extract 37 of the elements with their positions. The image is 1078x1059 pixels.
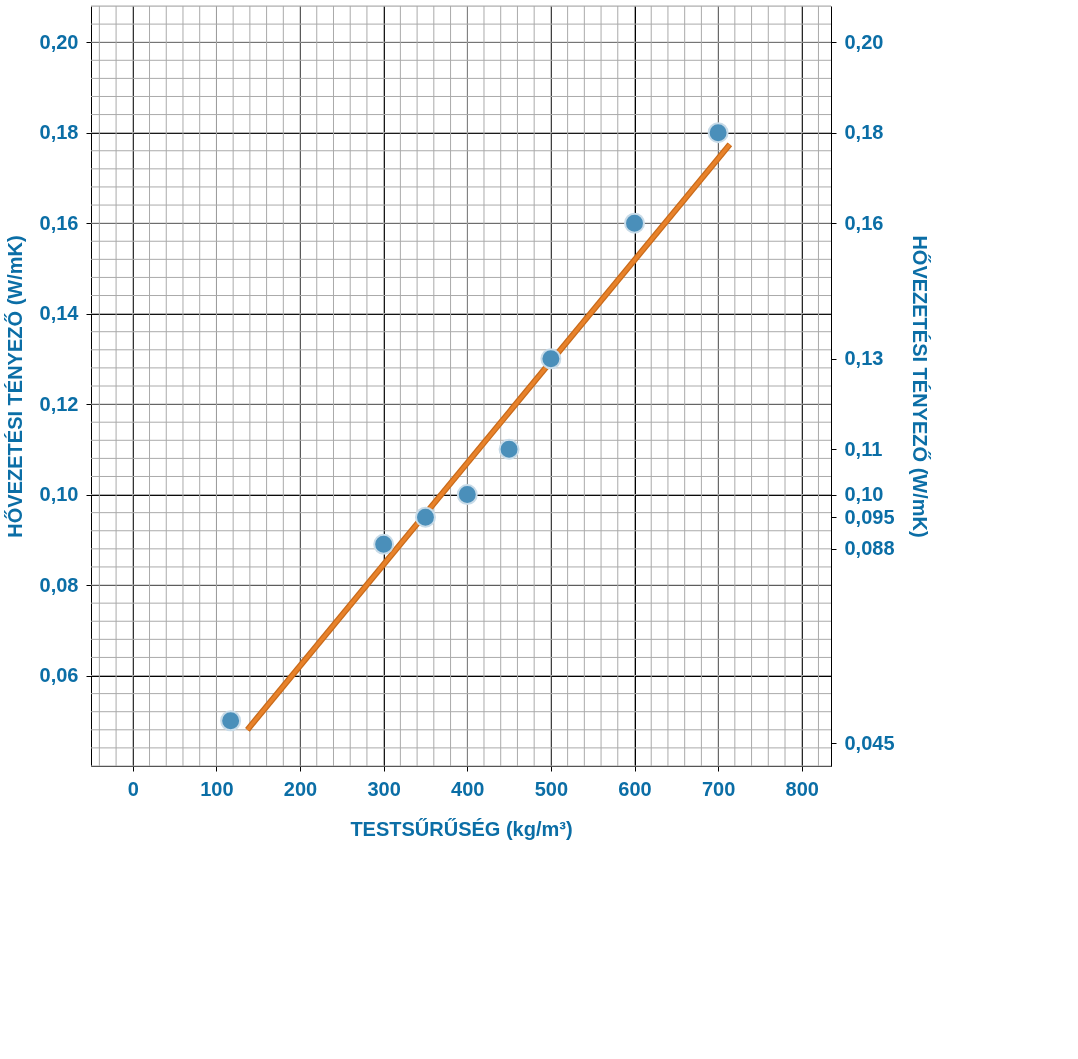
x-tick-label: 500 [534, 777, 569, 800]
x-tick-label: 100 [200, 777, 234, 800]
y2-tick-label: 0,10 [844, 483, 884, 506]
y-axis-title: HŐVEZETÉSI TÉNYEZŐ (W/mK) [3, 235, 26, 538]
y2-tick-label: 0,095 [844, 505, 895, 528]
y2-tick-label: 0,16 [844, 211, 884, 234]
y-tick-label: 0,18 [39, 121, 79, 144]
x-tick-label: 200 [283, 777, 318, 800]
y-tick-label: 0,10 [39, 483, 79, 506]
point [414, 506, 436, 528]
y2-tick-label: 0,20 [844, 30, 884, 53]
y-tick-label: 0,16 [39, 211, 79, 234]
x-tick-label: 800 [785, 777, 819, 800]
x-tick-label: 600 [618, 777, 652, 800]
y2-tick-label: 0,18 [844, 121, 884, 144]
x-axis-title: TESTSŰRŰSÉG (kg/m³) [350, 817, 573, 840]
point [540, 348, 562, 370]
x-tick-label: 700 [701, 777, 736, 800]
y-tick-label: 0,08 [39, 573, 79, 596]
point [220, 710, 242, 732]
y2-tick-label: 0,13 [844, 347, 884, 370]
y2-tick-label: 0,11 [844, 437, 883, 460]
x-tick-label: 0 [127, 777, 139, 800]
point [456, 484, 478, 506]
y-tick-label: 0,14 [39, 302, 80, 325]
point [498, 438, 520, 460]
y2-axis-title: HŐVEZETÉSI TÉNYEZŐ (W/mK) [908, 235, 931, 538]
point [624, 212, 645, 234]
y2-tick-label: 0,088 [844, 537, 895, 560]
x-tick-label: 400 [451, 777, 485, 800]
point [707, 122, 729, 144]
x-tick-label: 300 [367, 777, 401, 800]
point [373, 533, 395, 555]
y-tick-label: 0,20 [39, 30, 79, 53]
y-tick-label: 0,06 [39, 664, 79, 687]
y-tick-label: 0,12 [39, 392, 79, 415]
y2-tick-label: 0,045 [844, 731, 895, 754]
